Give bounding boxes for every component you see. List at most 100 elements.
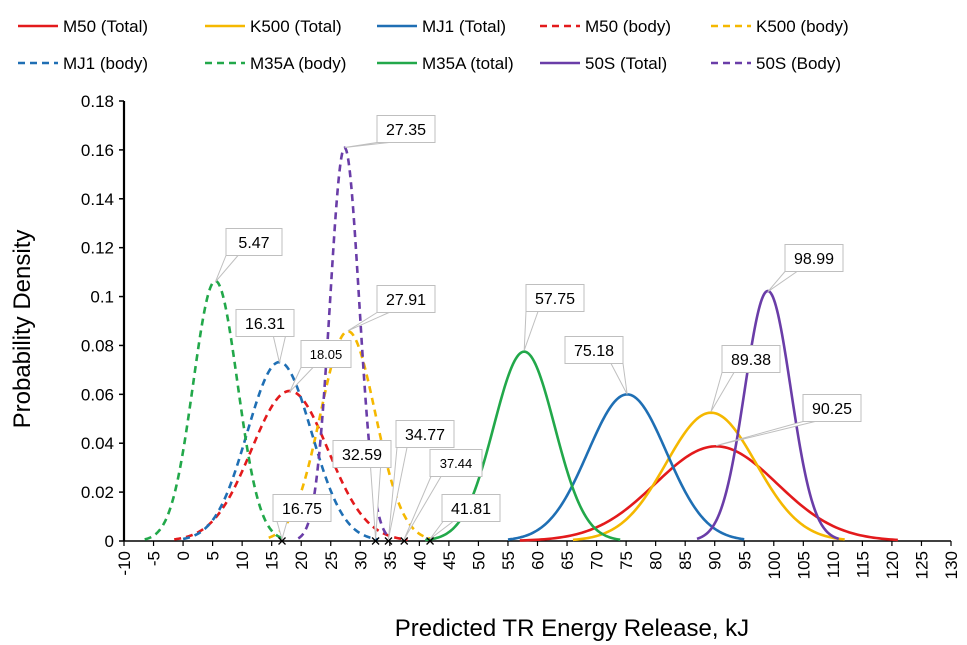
legend-item-mj1-total: MJ1 (Total) — [377, 17, 506, 36]
callout-box — [395, 420, 455, 448]
x-tick-label: 80 — [647, 551, 666, 570]
callout-pointer — [716, 421, 816, 447]
x-tick-label: 5 — [204, 551, 223, 560]
marker-callout: 34.77 — [384, 420, 455, 545]
x-tick-label: 40 — [410, 551, 429, 570]
x-marker — [400, 537, 409, 545]
legend-item-k500-total: K500 (Total) — [205, 17, 342, 36]
legend-item-50s-total: 50S (Total) — [540, 54, 667, 73]
peak-callout: 18.05 — [289, 340, 352, 393]
x-axis-title: Predicted TR Energy Release, kJ — [395, 615, 749, 642]
callout-label: 5.47 — [238, 235, 269, 252]
x-tick-label: 70 — [588, 551, 607, 570]
x-tick-label: 30 — [351, 551, 370, 570]
peak-callout: 57.75 — [523, 284, 585, 351]
callout-box — [225, 228, 283, 256]
x-tick-label: 95 — [735, 551, 754, 570]
x-tick-label: 45 — [440, 551, 459, 570]
legend-item-m50-body: M50 (body) — [540, 17, 671, 36]
x-tick-label: 50 — [469, 551, 488, 570]
y-tick-label: 0.08 — [81, 336, 114, 355]
y-tick-labels: 0 0.02 0.04 0.06 0.08 0.1 0.12 0.14 0.16 0.18 — [81, 92, 124, 551]
y-tick-label: 0.12 — [81, 239, 114, 258]
callout-pointer — [276, 521, 288, 541]
callout-box — [564, 336, 624, 364]
callout-pointer — [214, 255, 239, 283]
legend-label: K500 (Total) — [250, 17, 342, 36]
series-m35a-total — [425, 350, 621, 542]
legend-label: 50S (Total) — [585, 54, 667, 73]
x-marker — [426, 537, 435, 545]
legend-item-50s-body: 50S (Body) — [711, 54, 841, 73]
callout-box — [376, 115, 436, 143]
callout-label: 34.77 — [405, 427, 445, 444]
callout-pointer — [523, 311, 539, 351]
y-tick-label: 0.14 — [81, 190, 114, 209]
callout-label: 18.05 — [310, 347, 343, 362]
legend-item-m50-total: M50 (Total) — [18, 17, 148, 36]
x-marker — [371, 537, 380, 545]
series-mj1-body — [182, 360, 379, 541]
x-marker — [278, 537, 286, 545]
x-tick-label: 25 — [322, 551, 341, 570]
x-tick-label: 125 — [912, 551, 931, 579]
y-tick-label: 0.16 — [81, 141, 114, 160]
x-tick-labels: -10 -5 0 5 10 15 20 25 30 35 40 45 50 55 60 65 70 75 80 85 9… — [115, 541, 961, 579]
y-tick-label: 0.04 — [81, 434, 114, 453]
callout-box — [441, 494, 501, 522]
legend-label: M35A (total) — [422, 54, 514, 73]
callout-label: 27.91 — [386, 292, 426, 309]
callout-label: 98.99 — [794, 251, 834, 268]
callout-box — [429, 449, 483, 477]
callouts: 5.47 16.31 18.05 27.35 27.91 57.75 75.18 89.38 9… — [214, 115, 862, 545]
y-axis-title: Probability Density — [9, 230, 36, 429]
x-tick-label: 75 — [617, 551, 636, 570]
callout-pointer — [767, 271, 798, 293]
callout-pointer — [429, 521, 454, 540]
callout-label: 89.38 — [731, 352, 771, 369]
callout-box — [721, 345, 781, 373]
legend-item-m35a-total: M35A (total) — [377, 54, 514, 73]
callout-label: 37.44 — [440, 456, 473, 471]
peak-callout: 27.91 — [347, 285, 436, 332]
y-tick-label: 0 — [105, 532, 114, 551]
peak-callout: 90.25 — [716, 394, 862, 447]
x-tick-label: 130 — [942, 551, 961, 579]
peak-callout: 16.31 — [235, 309, 295, 363]
legend-label: MJ1 (body) — [63, 54, 148, 73]
marker-callout: 41.81 — [426, 494, 501, 545]
y-tick-label: 0.02 — [81, 483, 114, 502]
marker-callout: 37.44 — [400, 449, 483, 545]
x-tick-label: 60 — [529, 551, 548, 570]
callout-pointer — [272, 336, 286, 363]
peak-callout: 27.35 — [344, 115, 436, 148]
legend: M50 (Total) K500 (Total) MJ1 (Total) M50 (b… — [18, 17, 849, 73]
x-tick-label: 100 — [765, 551, 784, 579]
series-m50-total — [519, 445, 898, 542]
callout-box — [300, 340, 352, 368]
y-tick-label: 0.1 — [90, 288, 114, 307]
callout-label: 90.25 — [812, 401, 852, 418]
callout-pointer — [370, 467, 382, 540]
callout-pointer — [344, 142, 390, 148]
x-tick-label: 35 — [381, 551, 400, 570]
legend-label: M35A (body) — [250, 54, 346, 73]
callout-box — [525, 284, 585, 312]
callout-box — [332, 440, 392, 468]
x-marker — [384, 537, 393, 545]
y-tick-label: 0.18 — [81, 92, 114, 111]
x-tick-label: 15 — [263, 551, 282, 570]
callout-pointer — [289, 367, 314, 393]
callout-pointer — [347, 312, 390, 332]
x-tick-label: 105 — [794, 551, 813, 579]
x-tick-label: 0 — [174, 551, 193, 560]
peak-callout: 98.99 — [767, 244, 844, 293]
callout-label: 41.81 — [451, 501, 491, 518]
x-tick-label: 110 — [824, 551, 843, 578]
x-tick-label: 20 — [292, 551, 311, 570]
x-tick-label: 10 — [233, 551, 252, 570]
callout-box — [784, 244, 844, 272]
callout-box — [235, 309, 295, 337]
legend-item-m35a-body: M35A (body) — [205, 54, 346, 73]
callout-pointer — [387, 447, 408, 540]
